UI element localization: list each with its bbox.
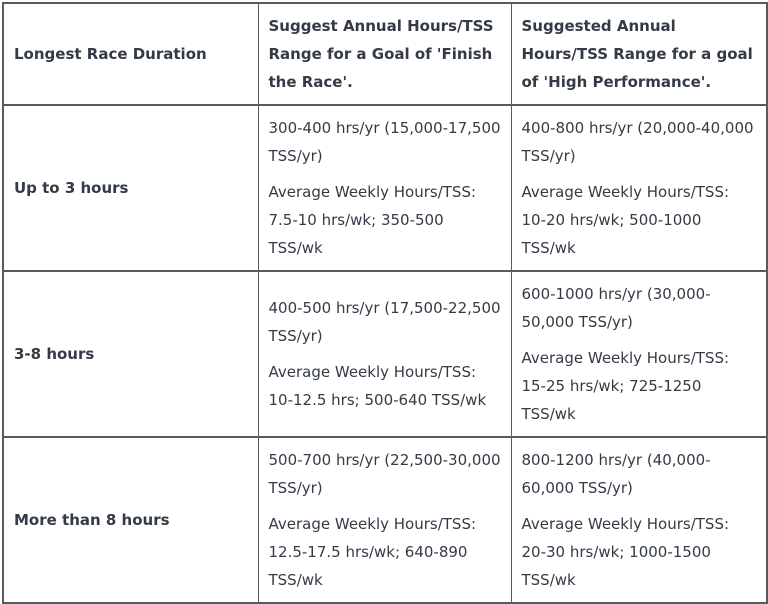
high-performance-cell: 800-1200 hrs/yr (40,000-60,000 TSS/yr) A…: [510, 436, 768, 604]
weekly-range-text: Average Weekly Hours/TSS: 10-12.5 hrs; 5…: [268, 363, 487, 409]
weekly-range-text: Average Weekly Hours/TSS: 20-30 hrs/wk; …: [521, 515, 730, 589]
duration-cell: Up to 3 hours: [2, 104, 259, 272]
table-row: 3-8 hours 400-500 hrs/yr (17,500-22,500 …: [2, 270, 768, 438]
annual-range-text: 500-700 hrs/yr (22,500-30,000 TSS/yr): [268, 451, 501, 497]
annual-range-text: 600-1000 hrs/yr (30,000-50,000 TSS/yr): [521, 285, 711, 331]
header-high-performance: Suggested Annual Hours/TSS Range for a g…: [510, 2, 768, 106]
annual-range-text: 800-1200 hrs/yr (40,000-60,000 TSS/yr): [521, 451, 711, 497]
finish-goal-cell: 500-700 hrs/yr (22,500-30,000 TSS/yr) Av…: [257, 436, 512, 604]
table-header-row: Longest Race Duration Suggest Annual Hou…: [2, 2, 768, 106]
table-row: More than 8 hours 500-700 hrs/yr (22,500…: [2, 436, 768, 604]
weekly-range-text: Average Weekly Hours/TSS: 15-25 hrs/wk; …: [521, 349, 730, 423]
weekly-range-text: Average Weekly Hours/TSS: 7.5-10 hrs/wk;…: [268, 183, 477, 257]
annual-range-text: 400-500 hrs/yr (17,500-22,500 TSS/yr): [268, 299, 501, 345]
header-finish-the-race: Suggest Annual Hours/TSS Range for a Goa…: [257, 2, 512, 106]
high-performance-cell: 400-800 hrs/yr (20,000-40,000 TSS/yr) Av…: [510, 104, 768, 272]
duration-cell: 3-8 hours: [2, 270, 259, 438]
finish-goal-cell: 400-500 hrs/yr (17,500-22,500 TSS/yr) Av…: [257, 270, 512, 438]
weekly-range-text: Average Weekly Hours/TSS: 12.5-17.5 hrs/…: [268, 515, 477, 589]
high-performance-cell: 600-1000 hrs/yr (30,000-50,000 TSS/yr) A…: [510, 270, 768, 438]
annual-range-text: 400-800 hrs/yr (20,000-40,000 TSS/yr): [521, 119, 754, 165]
weekly-range-text: Average Weekly Hours/TSS: 10-20 hrs/wk; …: [521, 183, 730, 257]
header-longest-race-duration: Longest Race Duration: [2, 2, 259, 106]
finish-goal-cell: 300-400 hrs/yr (15,000-17,500 TSS/yr) Av…: [257, 104, 512, 272]
table-row: Up to 3 hours 300-400 hrs/yr (15,000-17,…: [2, 104, 768, 272]
annual-range-text: 300-400 hrs/yr (15,000-17,500 TSS/yr): [268, 119, 501, 165]
duration-cell: More than 8 hours: [2, 436, 259, 604]
